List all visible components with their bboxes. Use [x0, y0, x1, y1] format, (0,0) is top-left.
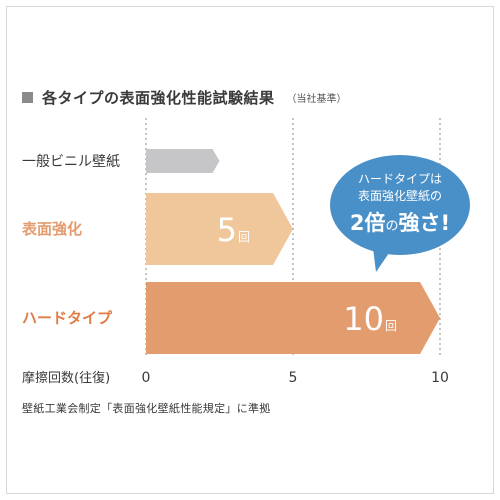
callout-line-1: ハードタイプは	[358, 172, 442, 186]
footer-note: 壁紙工業会制定「表面強化壁紙性能規定」に準拠	[22, 402, 271, 415]
bar-1	[146, 193, 293, 265]
title-marker-icon	[22, 91, 33, 103]
x-tick-label-0: 0	[142, 370, 151, 386]
callout-line-2: 表面強化壁紙の	[358, 188, 442, 203]
value-label-1: 5	[217, 211, 237, 249]
category-label-0: 一般ビニル壁紙	[22, 154, 120, 170]
chart-title-row: 各タイプの表面強化性能試験結果 （当社基準）	[22, 86, 347, 108]
callout-bubble	[330, 155, 470, 255]
chart-title-note: （当社基準）	[286, 93, 347, 105]
bar-2	[146, 282, 440, 354]
x-tick-label-2: 10	[431, 370, 449, 386]
value-label-2: 10	[343, 300, 384, 338]
x-tick-label-1: 5	[289, 370, 298, 386]
bar-0	[146, 149, 220, 173]
value-unit-2: 回	[385, 319, 397, 333]
x-axis-label: 摩擦回数(往復)	[22, 370, 110, 386]
category-label-1: 表面強化	[22, 220, 82, 238]
value-unit-1: 回	[238, 230, 250, 244]
image-frame	[6, 6, 494, 494]
chart-title: 各タイプの表面強化性能試験結果	[42, 88, 275, 107]
callout-line-3: 2倍の強さ!	[350, 211, 450, 235]
category-label-2: ハードタイプ	[22, 309, 113, 327]
